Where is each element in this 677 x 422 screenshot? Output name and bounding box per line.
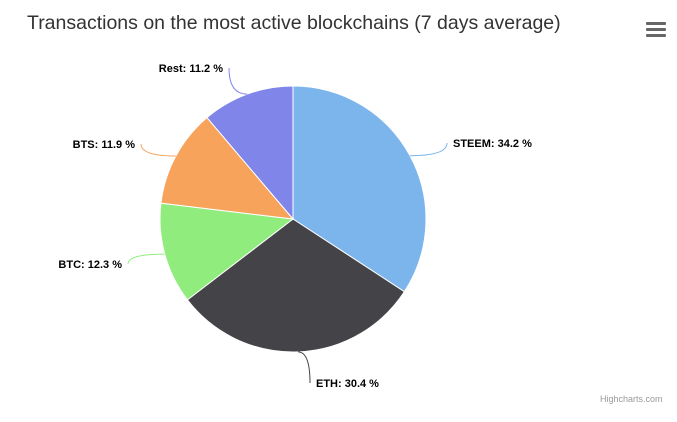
pie-slice-btc[interactable] xyxy=(159,202,295,301)
hamburger-menu-icon[interactable] xyxy=(646,22,666,38)
credits-link[interactable]: Highcharts.com xyxy=(600,394,663,404)
connector-bts xyxy=(140,143,176,157)
connector-steem xyxy=(409,142,448,157)
data-label-eth: ETH: 30.4 % xyxy=(316,378,379,390)
connector-btc xyxy=(127,253,165,265)
data-label-steem: STEEM: 34.2 % xyxy=(453,138,532,150)
data-label-bts: BTS: 11.9 % xyxy=(73,139,136,151)
chart-title: Transactions on the most active blockcha… xyxy=(27,12,561,34)
connector-rest xyxy=(228,67,248,95)
data-label-rest: Rest: 11.2 % xyxy=(159,63,223,75)
pie-slice-bts[interactable] xyxy=(160,116,295,220)
data-label-btc: BTC: 12.3 % xyxy=(58,259,122,271)
connector-eth xyxy=(297,351,311,384)
